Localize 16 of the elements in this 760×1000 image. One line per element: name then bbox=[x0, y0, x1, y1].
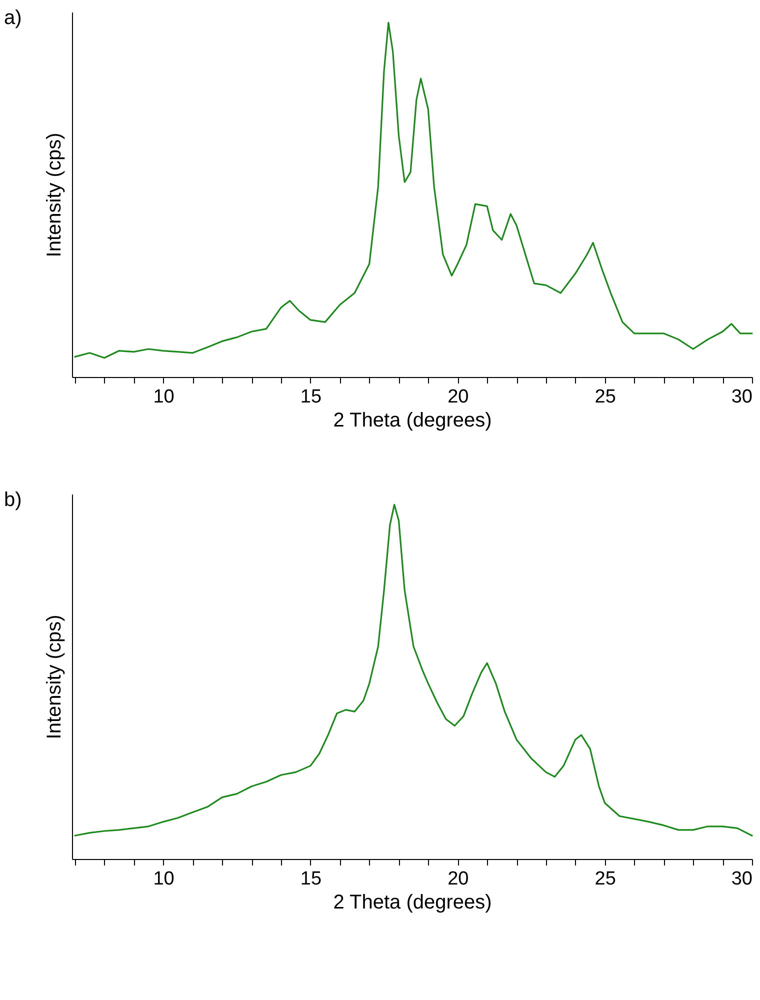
x-tick-label: 30 bbox=[731, 868, 752, 890]
chart-title: b) bbox=[4, 489, 22, 511]
x-tick-label: 20 bbox=[448, 868, 469, 890]
x-tick-label: 10 bbox=[153, 386, 174, 408]
x-tick-label: 25 bbox=[594, 868, 616, 890]
x-tick-label: 15 bbox=[300, 868, 322, 890]
x-tick-label: 25 bbox=[594, 386, 616, 408]
x-axis-title: 2 Theta (degrees) bbox=[333, 410, 492, 432]
x-tick-label: 15 bbox=[300, 386, 322, 408]
x-axis-title: 2 Theta (degrees) bbox=[333, 892, 492, 914]
y-axis-title: Intensity (cps) bbox=[44, 132, 66, 258]
chart-title: a) bbox=[4, 7, 22, 29]
x-tick-label: 20 bbox=[448, 386, 469, 408]
y-axis-title: Intensity (cps) bbox=[44, 614, 66, 740]
x-tick-label: 10 bbox=[153, 868, 174, 890]
x-tick-label: 30 bbox=[731, 386, 752, 408]
